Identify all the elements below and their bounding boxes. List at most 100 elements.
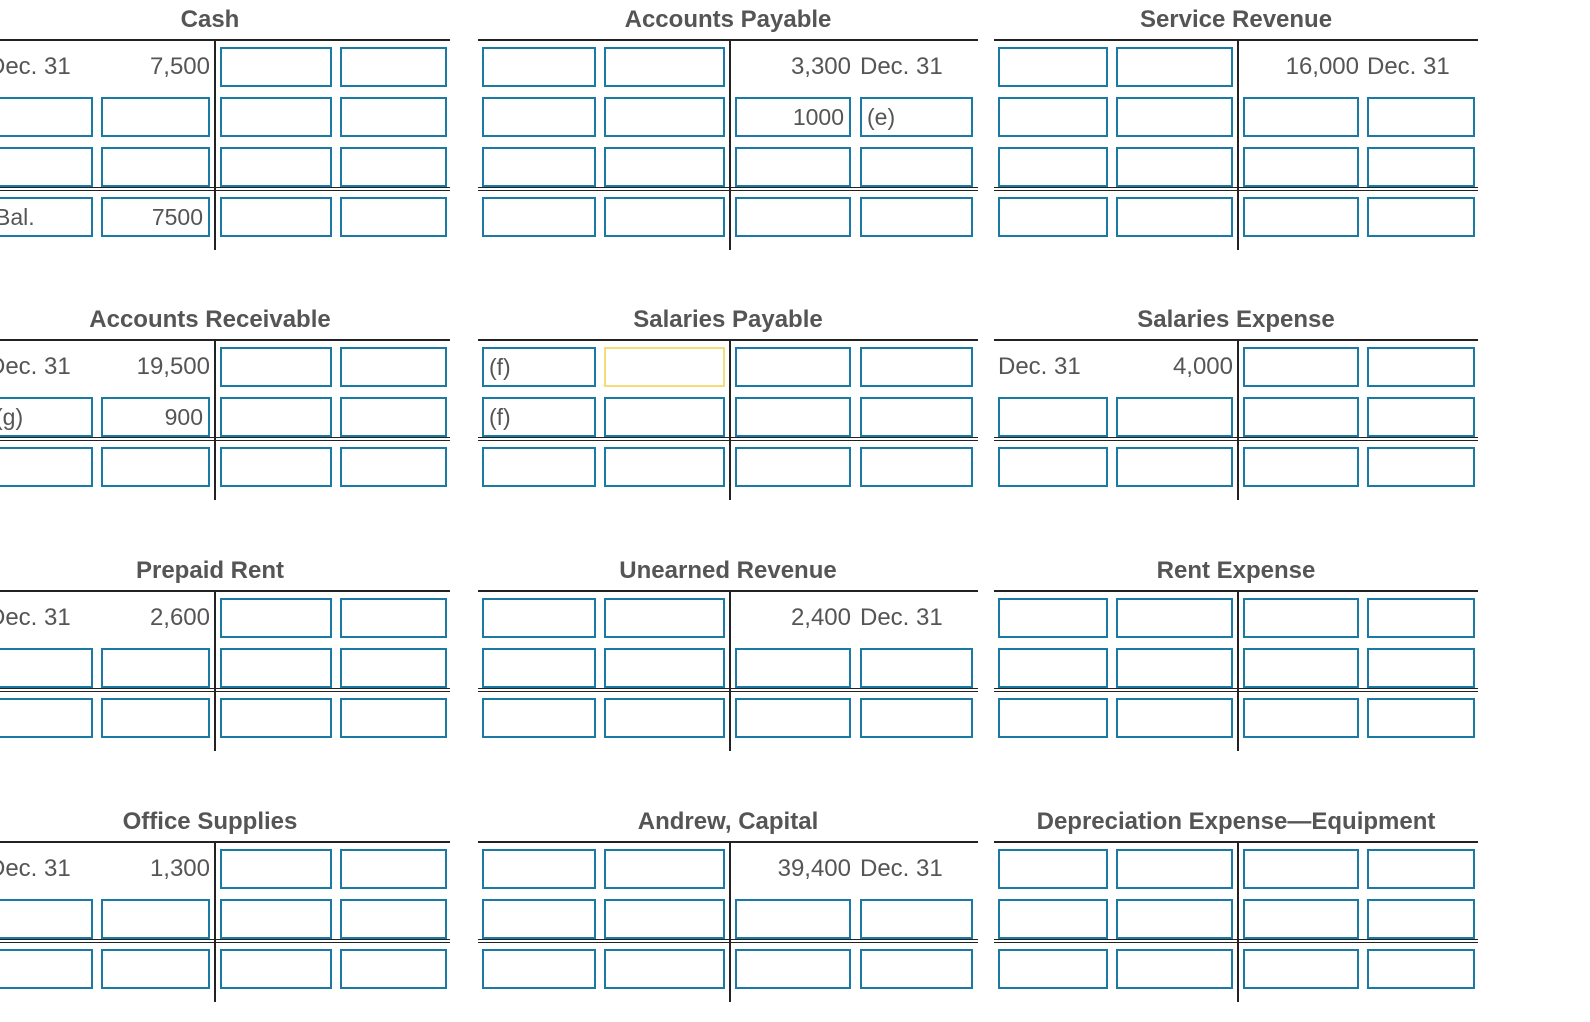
input-field[interactable] (101, 949, 210, 989)
input-field[interactable] (860, 949, 973, 989)
input-field[interactable] (735, 197, 851, 237)
input-field[interactable] (1116, 949, 1233, 989)
input-field[interactable]: (f) (482, 347, 596, 387)
input-field[interactable] (220, 899, 332, 939)
input-field[interactable] (101, 447, 210, 487)
input-field[interactable] (220, 97, 332, 137)
input-field[interactable] (604, 899, 725, 939)
input-field[interactable] (482, 899, 596, 939)
input-field[interactable] (220, 47, 332, 87)
input-field[interactable] (998, 397, 1108, 437)
input-field[interactable] (998, 698, 1108, 738)
input-field[interactable] (101, 97, 210, 137)
input-field[interactable] (604, 598, 725, 638)
input-field[interactable] (482, 47, 596, 87)
input-field[interactable] (1367, 949, 1475, 989)
input-field[interactable] (604, 197, 725, 237)
input-field[interactable] (998, 648, 1108, 688)
input-field[interactable] (1243, 447, 1359, 487)
input-field[interactable] (220, 197, 332, 237)
input-field[interactable] (860, 899, 973, 939)
input-field[interactable] (1367, 397, 1475, 437)
input-field[interactable] (482, 849, 596, 889)
input-field[interactable] (998, 197, 1108, 237)
input-field[interactable] (735, 949, 851, 989)
input-field[interactable] (220, 949, 332, 989)
input-field[interactable] (220, 648, 332, 688)
input-field[interactable] (604, 949, 725, 989)
input-field[interactable] (604, 698, 725, 738)
input-field[interactable] (1367, 447, 1475, 487)
input-field[interactable] (1367, 899, 1475, 939)
input-field[interactable] (1243, 598, 1359, 638)
input-field[interactable] (101, 899, 210, 939)
input-field[interactable] (1243, 899, 1359, 939)
input-field[interactable] (1116, 849, 1233, 889)
input-field[interactable] (1243, 97, 1359, 137)
input-field[interactable] (0, 97, 93, 137)
input-field[interactable] (604, 47, 725, 87)
input-field[interactable] (1243, 849, 1359, 889)
input-field[interactable] (220, 698, 332, 738)
input-field[interactable] (735, 648, 851, 688)
input-field[interactable]: Bal. (0, 197, 93, 237)
input-field[interactable] (101, 698, 210, 738)
input-field[interactable] (1243, 648, 1359, 688)
input-field[interactable] (998, 147, 1108, 187)
input-field[interactable] (1116, 197, 1233, 237)
input-field[interactable] (860, 347, 973, 387)
input-field[interactable] (1116, 447, 1233, 487)
input-field[interactable] (735, 397, 851, 437)
input-field[interactable] (1116, 598, 1233, 638)
input-field[interactable] (604, 447, 725, 487)
input-field[interactable] (340, 47, 447, 87)
input-field[interactable] (220, 347, 332, 387)
input-field[interactable] (860, 648, 973, 688)
input-field[interactable] (735, 347, 851, 387)
input-field[interactable] (735, 147, 851, 187)
input-field[interactable] (1243, 397, 1359, 437)
input-field[interactable] (998, 899, 1108, 939)
input-field[interactable] (1116, 97, 1233, 137)
input-field[interactable] (860, 147, 973, 187)
input-field[interactable] (1116, 648, 1233, 688)
input-field[interactable] (1243, 197, 1359, 237)
input-field[interactable] (604, 147, 725, 187)
input-field[interactable] (998, 447, 1108, 487)
input-field[interactable] (1367, 347, 1475, 387)
input-field[interactable] (1367, 698, 1475, 738)
input-field[interactable]: (e) (860, 97, 973, 137)
input-field[interactable] (1367, 648, 1475, 688)
input-field[interactable] (604, 648, 725, 688)
input-field[interactable]: (g) (0, 397, 93, 437)
input-field[interactable]: (f) (482, 397, 596, 437)
input-field[interactable] (735, 899, 851, 939)
input-field[interactable] (860, 197, 973, 237)
input-field[interactable] (482, 447, 596, 487)
input-field[interactable] (0, 447, 93, 487)
input-field[interactable] (340, 147, 447, 187)
input-field[interactable] (1367, 598, 1475, 638)
input-field[interactable] (482, 698, 596, 738)
input-field[interactable] (1116, 698, 1233, 738)
input-field[interactable] (101, 648, 210, 688)
input-field[interactable] (0, 899, 93, 939)
input-field[interactable] (860, 447, 973, 487)
input-field[interactable] (340, 849, 447, 889)
input-field[interactable] (604, 849, 725, 889)
input-field[interactable] (1116, 147, 1233, 187)
input-field[interactable] (220, 147, 332, 187)
input-field[interactable] (340, 397, 447, 437)
input-field[interactable] (1116, 47, 1233, 87)
input-field[interactable] (1367, 97, 1475, 137)
input-field[interactable] (220, 397, 332, 437)
input-field[interactable] (340, 347, 447, 387)
input-field[interactable] (998, 849, 1108, 889)
input-field[interactable] (0, 949, 93, 989)
input-field[interactable] (482, 147, 596, 187)
input-field[interactable] (220, 598, 332, 638)
input-field[interactable] (340, 97, 447, 137)
input-field[interactable] (482, 97, 596, 137)
input-field[interactable] (0, 698, 93, 738)
input-field[interactable] (340, 447, 447, 487)
